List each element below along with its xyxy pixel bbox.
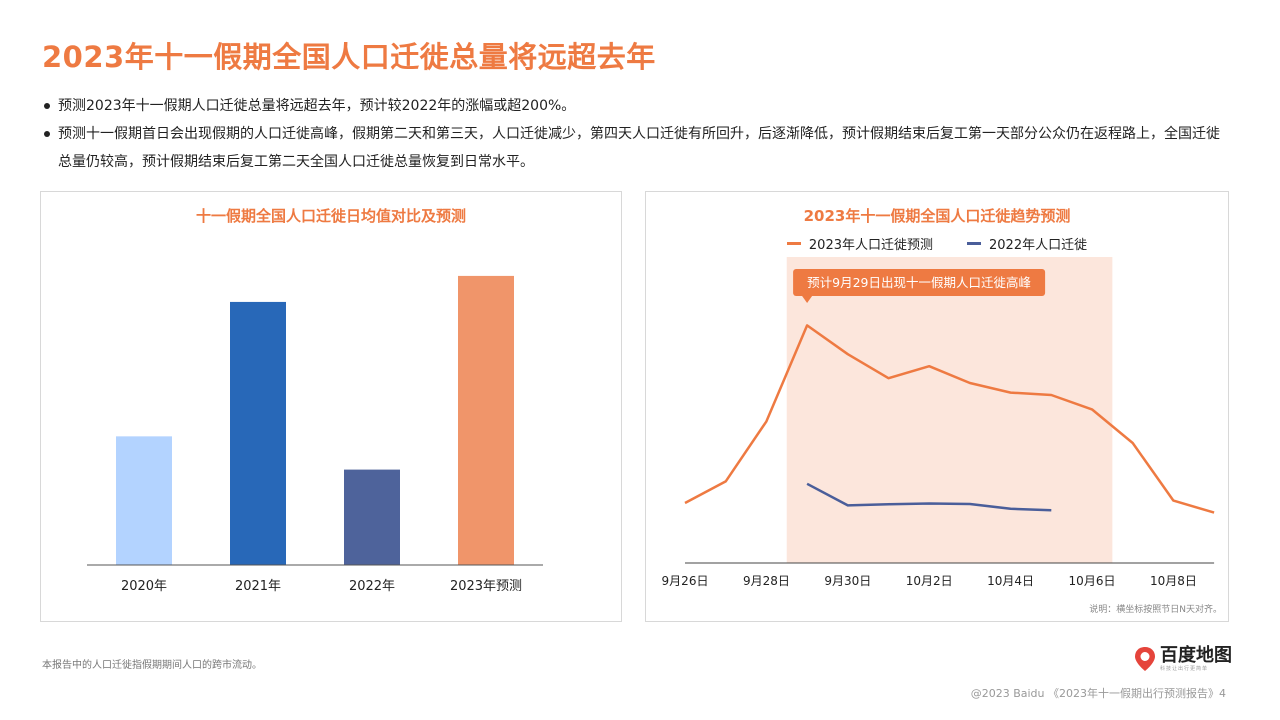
line-chart-panel: 2023年十一假期全国人口迁徙趋势预测 2023年人口迁徙预测 2022年人口迁… — [645, 191, 1229, 622]
annotation-text: 预计9月29日出现十一假期人口迁徙高峰 — [807, 275, 1031, 290]
bar — [344, 469, 400, 565]
x-tick-label: 10月8日 — [1150, 574, 1197, 588]
footnote: 本报告中的人口迁徙指假期期间人口的跨市流动。 — [42, 660, 262, 671]
series-line-2022 — [806, 482, 1052, 512]
annotation-pointer — [802, 296, 813, 303]
legend-swatch-2023 — [786, 242, 801, 245]
bullet-list: 预测2023年十一假期人口迁徙总量将远超去年，预计较2022年的涨幅或超200%… — [42, 92, 1232, 176]
series-line-2023 — [684, 324, 1215, 514]
page-title: 2023年十一假期全国人口迁徙总量将远超去年 — [42, 40, 656, 74]
line-chart-title: 2023年十一假期全国人口迁徙趋势预测 — [803, 207, 1071, 225]
bar — [116, 436, 172, 565]
x-tick-label: 2021年 — [235, 579, 281, 594]
highlight-band — [786, 257, 1113, 563]
x-tick-label: 2023年预测 — [450, 579, 522, 594]
legend-label-2023: 2023年人口迁徙预测 — [808, 238, 933, 253]
x-tick-label: 2022年 — [349, 579, 395, 594]
x-tick-label: 9月28日 — [743, 574, 790, 588]
line-chart-legend: 2023年人口迁徙预测 2022年人口迁徙 — [646, 234, 1228, 253]
logo-subtitle: 科技让出行更简单 — [1160, 665, 1209, 672]
bar — [458, 275, 514, 565]
logo-text: 百度地图 — [1160, 644, 1232, 666]
bullet-item: 预测2023年十一假期人口迁徙总量将远超去年，预计较2022年的涨幅或超200%… — [42, 92, 1232, 120]
bar-chart: 2020年 2021年 2022年 2023年预测 — [87, 275, 543, 594]
annotation-box — [793, 269, 1046, 296]
legend-label-2022: 2022年人口迁徙 — [989, 238, 1088, 253]
legend-item-2022: 2022年人口迁徙 — [967, 234, 1087, 253]
line-chart: 9月26日 9月28日 9月30日 10月2日 10月4日 10月6日 10月8日 预计9月2… — [662, 257, 1215, 588]
bar — [230, 301, 286, 565]
x-tick-label: 10月6日 — [1069, 574, 1116, 588]
legend-swatch-2022 — [967, 242, 981, 245]
map-pin-icon — [1135, 647, 1155, 671]
bar-chart-title: 十一假期全国人口迁徙日均值对比及预测 — [195, 207, 466, 225]
x-tick-label: 9月26日 — [662, 574, 709, 588]
chart-note: 说明：横坐标按照节日N天对齐。 — [1089, 605, 1222, 615]
bar-chart-panel: 十一假期全国人口迁徙日均值对比及预测 2020年 2021年 2022年 2023年预… — [40, 191, 622, 622]
x-tick-label: 10月2日 — [906, 574, 953, 588]
legend-item-2023: 2023年人口迁徙预测 — [786, 234, 933, 253]
bullet-item: 预测十一假期首日会出现假期的人口迁徙高峰，假期第二天和第三天，人口迁徙减少，第四… — [42, 120, 1232, 176]
x-tick-label: 10月4日 — [987, 574, 1034, 588]
copyright: @2023 Baidu 《2023年十一假期出行预测报告》4 — [970, 687, 1226, 700]
x-tick-label: 2020年 — [121, 579, 167, 594]
baidu-map-logo: 百度地图 科技让出行更简单 — [1134, 646, 1232, 672]
x-tick-label: 9月30日 — [824, 574, 871, 588]
